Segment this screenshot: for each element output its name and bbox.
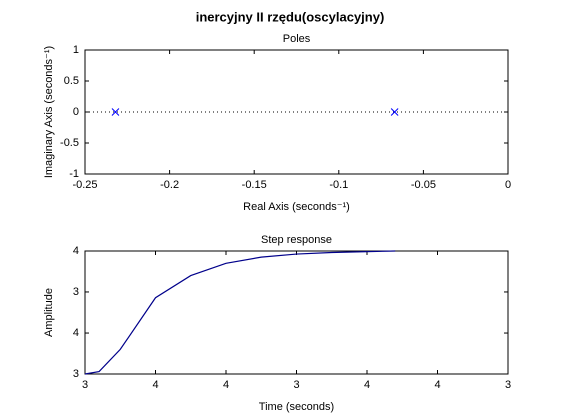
x-tick-label: -0.1 [329,179,348,191]
x-tick-label: -0.05 [411,179,436,191]
y-tick-label: 4 [73,327,79,339]
x-axis-label: Time (seconds) [259,401,334,413]
y-tick-label: 1 [73,44,79,56]
y-axis-label: Amplitude [43,288,55,337]
pole-marker [111,108,120,116]
y-tick-label: -1 [69,168,79,180]
axes-box [84,49,509,175]
x-tick-label: -0.25 [72,179,97,191]
x-tick-label: 0 [505,179,511,191]
y-tick-label: 3 [73,286,79,298]
y-tick-label: 3 [73,368,79,380]
y-tick-label: 0 [73,106,79,118]
axes-box [84,250,509,375]
x-tick-label: 4 [434,379,440,391]
x-tick-label: 3 [82,379,88,391]
x-tick-label: 4 [364,379,370,391]
step-line [84,250,396,375]
x-tick-label: 3 [505,379,511,391]
x-tick-label: -0.15 [242,179,267,191]
x-tick-label: 4 [223,379,229,391]
y-tick-label: 0.5 [64,75,79,87]
y-tick-label: -0.5 [60,137,79,149]
figure-title: inercyjny II rzędu(oscylacyjny) [196,9,385,24]
y-axis-label: Imaginary Axis (seconds⁻¹) [43,46,55,178]
axes-title: Step response [261,234,332,246]
x-tick-label: 4 [152,379,158,391]
x-tick-label: -0.2 [160,179,179,191]
pole-marker [390,108,399,116]
x-axis-label: Real Axis (seconds⁻¹) [243,201,350,213]
x-tick-label: 3 [293,379,299,391]
y-tick-label: 4 [73,245,79,257]
axes-title: Poles [283,33,311,45]
